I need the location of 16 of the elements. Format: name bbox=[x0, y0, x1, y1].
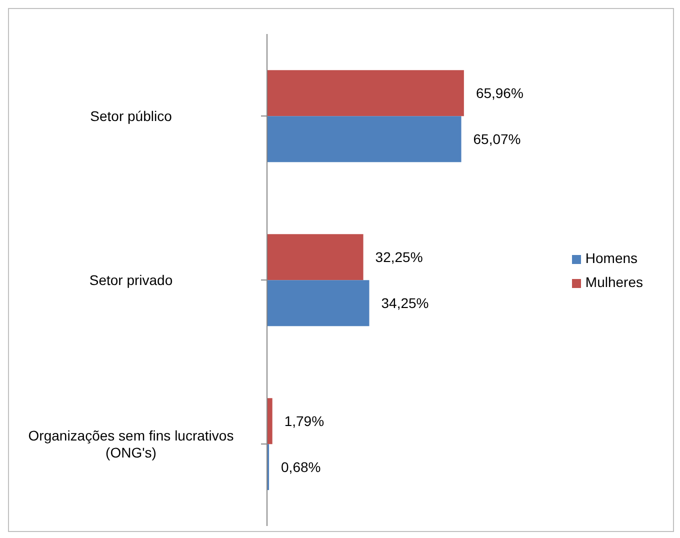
legend-label: Homens bbox=[585, 250, 638, 266]
data-label: 32,25% bbox=[375, 249, 423, 266]
data-label: 0,68% bbox=[281, 459, 321, 476]
data-label: 1,79% bbox=[284, 413, 324, 430]
bar bbox=[267, 398, 272, 444]
data-label: 65,96% bbox=[476, 85, 524, 102]
data-label: 34,25% bbox=[381, 295, 429, 312]
y-tick-label: Organizações sem fins lucrativos (ONG's) bbox=[28, 428, 234, 460]
bar bbox=[267, 116, 462, 162]
legend-label: Mulheres bbox=[585, 274, 643, 290]
bar bbox=[267, 234, 364, 280]
bar bbox=[267, 70, 464, 116]
data-label: 65,07% bbox=[473, 131, 521, 148]
y-tick-label: Setor privado bbox=[89, 272, 173, 288]
y-tick-label: Setor público bbox=[90, 108, 172, 124]
bar bbox=[267, 280, 370, 326]
